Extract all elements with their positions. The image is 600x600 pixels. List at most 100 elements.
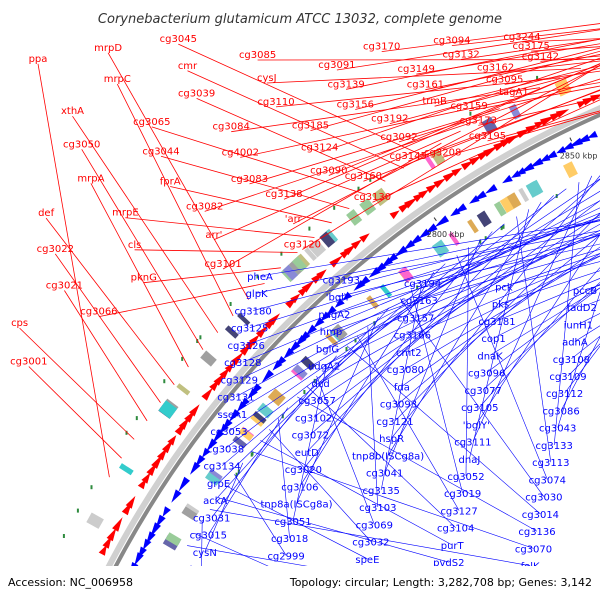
forward-label-leader bbox=[178, 43, 423, 156]
forward-gene-label: cg3045 bbox=[160, 34, 197, 45]
forward-label-leader bbox=[64, 290, 148, 422]
forward-label-leader bbox=[107, 52, 250, 300]
forward-gene-label: cg3149 bbox=[398, 64, 435, 75]
forward-gene-label: mrpA bbox=[77, 173, 104, 184]
reverse-label-leader bbox=[479, 267, 600, 408]
forward-cog-block bbox=[326, 228, 339, 243]
reverse-label-leader bbox=[292, 365, 327, 521]
reverse-gene-label: cg3135 bbox=[363, 486, 400, 497]
reverse-label-leader bbox=[299, 272, 435, 487]
forward-gene-label: xthA bbox=[61, 106, 84, 117]
reverse-gene-label: cg3043 bbox=[539, 424, 576, 435]
reverse-gene-label: cg3128 bbox=[224, 358, 261, 369]
forward-gene-label: trmB bbox=[422, 96, 447, 107]
gc-marker bbox=[163, 379, 166, 384]
reverse-label-leader bbox=[415, 253, 600, 318]
forward-gene-arrow bbox=[343, 244, 356, 256]
reverse-gene-arrow bbox=[568, 137, 583, 148]
forward-gene-label: cg3022 bbox=[37, 244, 74, 255]
reverse-gene-label: cmt2 bbox=[396, 348, 422, 359]
forward-gene-label: cg3138 bbox=[265, 189, 302, 200]
forward-gene-label: cg3091 bbox=[318, 60, 355, 71]
reverse-label-leader bbox=[234, 474, 287, 556]
forward-gene-arrow bbox=[201, 387, 213, 401]
forward-label-leader bbox=[293, 65, 600, 225]
reverse-label-leader bbox=[214, 307, 390, 501]
reverse-gene-label: pvdS2 bbox=[433, 558, 464, 569]
gc-marker bbox=[229, 302, 232, 306]
reverse-gene-label: pck bbox=[495, 282, 513, 293]
reverse-cog-block bbox=[300, 355, 316, 371]
forward-gene-label: cg3090 bbox=[310, 166, 347, 177]
reverse-gene-arrow bbox=[222, 418, 233, 431]
reverse-label-leader bbox=[408, 255, 600, 353]
reverse-cog-block bbox=[398, 266, 414, 283]
reverse-cog-block bbox=[493, 201, 507, 217]
reverse-label-leader bbox=[269, 429, 372, 542]
reverse-gene-label: cg3086 bbox=[542, 407, 579, 418]
gc-marker bbox=[62, 534, 65, 538]
reverse-gene-label: 'bglY' bbox=[463, 420, 490, 431]
forward-cog-block bbox=[158, 400, 178, 419]
gc-marker bbox=[502, 224, 505, 229]
forward-gene-arrow bbox=[425, 183, 438, 194]
forward-gene-arrow bbox=[404, 197, 418, 209]
reverse-label-leader bbox=[217, 497, 449, 563]
forward-gene-label: cg3094 bbox=[433, 36, 470, 47]
forward-gene-label: cg3021 bbox=[46, 281, 83, 292]
forward-label-leader bbox=[266, 68, 581, 84]
reverse-gene-label: cg3134 bbox=[203, 462, 240, 473]
forward-label-leader bbox=[451, 28, 600, 46]
reverse-label-leader bbox=[259, 220, 600, 277]
tick-label: 2800 kbp bbox=[427, 230, 465, 239]
forward-gene-label: tagA1 bbox=[499, 87, 529, 98]
forward-label-leader bbox=[19, 327, 135, 440]
forward-gene-label: ppa bbox=[29, 54, 48, 65]
forward-cog-block bbox=[481, 116, 498, 135]
reverse-cog-block bbox=[238, 427, 254, 442]
footer-background bbox=[0, 566, 600, 600]
reverse-label-leader bbox=[239, 207, 600, 380]
forward-label-leader bbox=[125, 217, 315, 238]
reverse-cog-block bbox=[252, 411, 267, 424]
reverse-cog-block bbox=[208, 468, 223, 481]
reverse-gene-label: cg3136 bbox=[518, 527, 555, 538]
reverse-cog-block bbox=[205, 470, 222, 486]
forward-label-leader bbox=[37, 63, 110, 478]
reverse-gene-label: cg3104 bbox=[437, 524, 474, 535]
reverse-gene-label: pks bbox=[492, 300, 509, 311]
forward-cog-block bbox=[176, 383, 191, 396]
forward-gene-arrow bbox=[329, 255, 344, 268]
reverse-gene-label: cg3129 bbox=[221, 375, 258, 386]
reverse-gene-arrow bbox=[334, 298, 345, 308]
forward-label-leader bbox=[389, 67, 600, 124]
gc-marker bbox=[500, 226, 503, 231]
reverse-label-leader bbox=[384, 239, 481, 473]
reverse-gene-label: cg3041 bbox=[366, 469, 403, 480]
forward-gene-label: cg3110 bbox=[257, 97, 294, 108]
reverse-gene-label: pheA bbox=[247, 272, 273, 283]
reverse-gene-arrow bbox=[342, 291, 353, 301]
reverse-gene-arrow bbox=[274, 356, 287, 368]
reverse-gene-label: cysN bbox=[193, 548, 217, 559]
reverse-gene-arrow bbox=[434, 215, 450, 228]
forward-label-leader bbox=[116, 83, 234, 317]
reverse-gene-arrow bbox=[150, 522, 161, 538]
reverse-gene-label: adhA bbox=[562, 338, 588, 349]
forward-gene-arrow bbox=[316, 269, 327, 280]
kbp-ticks: 3050 kbp3000 kbp2950 kbp2900 kbp2850 kbp… bbox=[427, 137, 597, 239]
genome-backbone bbox=[98, 112, 600, 598]
forward-gene-label: mrpD bbox=[94, 43, 122, 54]
forward-label-leader bbox=[283, 63, 600, 200]
reverse-cog-block bbox=[499, 196, 514, 213]
forward-cog-block bbox=[86, 512, 104, 529]
reverse-gene-arrow bbox=[394, 245, 408, 258]
reverse-cog-block bbox=[330, 323, 348, 341]
gc-marker bbox=[308, 226, 311, 231]
reverse-gene-arrow bbox=[545, 150, 558, 160]
forward-gene-label: cg3130 bbox=[354, 192, 391, 203]
reverse-gene-label: cg3103 bbox=[359, 503, 396, 514]
reverse-label-leader bbox=[306, 386, 456, 528]
reverse-label-leader bbox=[297, 396, 538, 532]
forward-label-leader bbox=[240, 97, 520, 158]
